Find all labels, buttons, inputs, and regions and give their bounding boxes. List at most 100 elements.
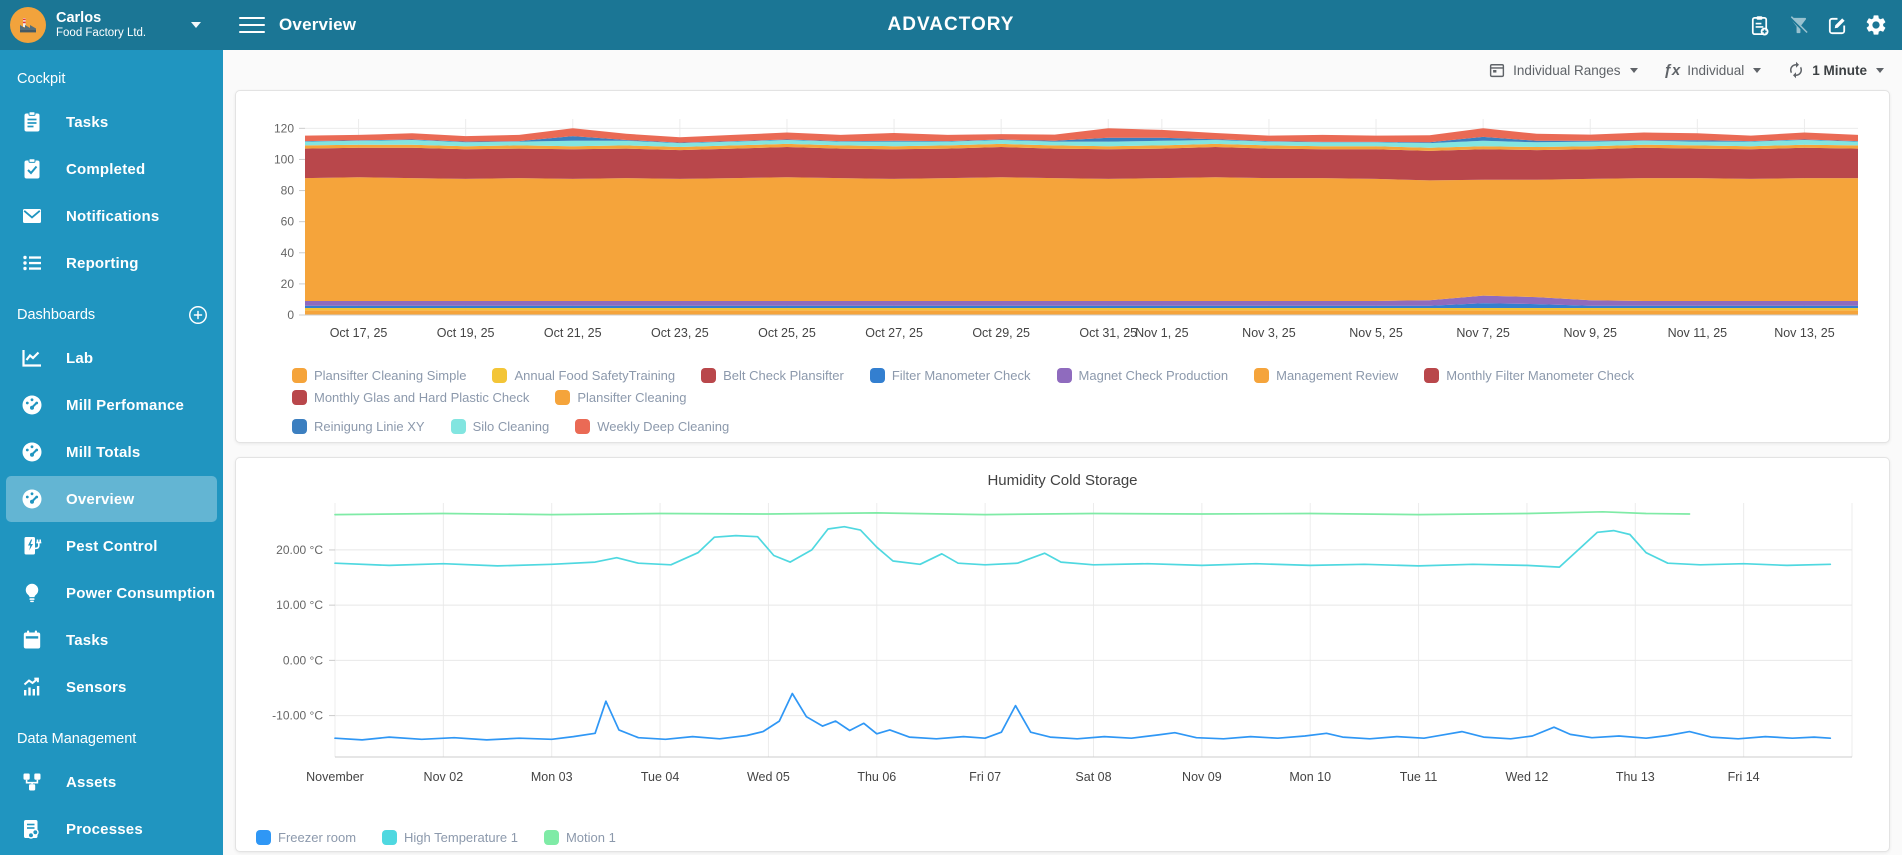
legend-swatch bbox=[1056, 368, 1072, 383]
sidebar-item-tasks[interactable]: Tasks bbox=[6, 99, 217, 145]
user-text: Carlos Food Factory Ltd. bbox=[56, 10, 146, 40]
svg-text:Nov 11, 25: Nov 11, 25 bbox=[1668, 326, 1728, 340]
stacked-area-chart[interactable]: 0 20 40 60 80 100 120 Oct 17, 25 Oct 19, 25 Oct 2… bbox=[250, 97, 1870, 359]
chart-line-icon bbox=[20, 346, 44, 370]
clipboard-list-icon bbox=[20, 110, 44, 134]
sidebar-item-label: Reporting bbox=[66, 254, 139, 272]
svg-text:Oct 19, 25: Oct 19, 25 bbox=[437, 326, 495, 340]
sidebar-item-label: Assets bbox=[66, 773, 117, 791]
legend-label: Filter Manometer Check bbox=[891, 368, 1031, 383]
legend-item-reinigung-linie-xy[interactable]: Reinigung Linie XY bbox=[292, 419, 425, 434]
envelope-icon bbox=[20, 204, 44, 228]
svg-text:Tue 11: Tue 11 bbox=[1400, 770, 1438, 784]
edit-icon[interactable] bbox=[1825, 13, 1849, 37]
legend-label: Management Review bbox=[1276, 368, 1399, 383]
gauge-icon bbox=[20, 393, 44, 417]
sidebar-item-processes[interactable]: Processes bbox=[6, 806, 217, 852]
legend-item-plansifter-cleaning[interactable]: Plansifter Cleaning bbox=[555, 390, 686, 405]
legend-item-plansifter-cleaning-simple[interactable]: Plansifter Cleaning Simple bbox=[292, 368, 466, 383]
legend-label: Silo Cleaning bbox=[472, 419, 550, 434]
settings-icon[interactable] bbox=[1864, 13, 1888, 37]
menu-icon[interactable] bbox=[239, 13, 265, 38]
range-label: Individual Ranges bbox=[1513, 62, 1621, 78]
tasks-stacked-chart-card: 0 20 40 60 80 100 120 Oct 17, 25 Oct 19, 25 Oct 2… bbox=[235, 90, 1890, 443]
svg-text:Oct 21, 25: Oct 21, 25 bbox=[544, 326, 602, 340]
svg-text:Nov 7, 25: Nov 7, 25 bbox=[1456, 326, 1510, 340]
aggregation-selector[interactable]: ƒx Individual bbox=[1664, 62, 1762, 79]
sidebar-item-reporting[interactable]: Reporting bbox=[6, 240, 217, 286]
sidebar-item-label: Processes bbox=[66, 820, 143, 838]
sidebar-item-notifications[interactable]: Notifications bbox=[6, 193, 217, 239]
avatar[interactable] bbox=[10, 7, 46, 43]
range-selector[interactable]: Individual Ranges bbox=[1488, 61, 1638, 79]
svg-text:Nov 09: Nov 09 bbox=[1182, 770, 1222, 784]
legend-item-silo-cleaning[interactable]: Silo Cleaning bbox=[450, 419, 550, 434]
svg-text:Nov 02: Nov 02 bbox=[424, 770, 464, 784]
section-title: Cockpit bbox=[17, 71, 66, 87]
legend-label: Monthly Glas and Hard Plastic Check bbox=[314, 390, 530, 405]
humidity-line-chart[interactable]: 20.00 °C 10.00 °C 0.00 °C -10.00 °C November… bbox=[250, 491, 1870, 821]
legend-label: Plansifter Cleaning bbox=[577, 390, 687, 405]
sidebar-item-power-consumption[interactable]: Power Consumption bbox=[6, 570, 217, 616]
header-actions bbox=[1747, 13, 1902, 37]
svg-text:Mon 03: Mon 03 bbox=[531, 770, 573, 784]
user-menu[interactable]: Carlos Food Factory Ltd. bbox=[0, 0, 223, 50]
sidebar-item-lab[interactable]: Lab bbox=[6, 335, 217, 381]
sidebar-item-sensors[interactable]: Sensors bbox=[6, 664, 217, 710]
add-dashboard-button[interactable] bbox=[187, 304, 209, 326]
svg-text:Wed 05: Wed 05 bbox=[747, 770, 790, 784]
sidebar-item-assets[interactable]: Assets bbox=[6, 759, 217, 805]
sidebar-item-label: Pest Control bbox=[66, 537, 158, 555]
legend-item-freezer-room[interactable]: Freezer room bbox=[256, 830, 356, 845]
humidity-chart-card: Humidity Cold Storage 20.00 °C 10.00 °C 0.… bbox=[235, 457, 1890, 852]
section-title: Dashboards bbox=[17, 307, 96, 323]
svg-text:100: 100 bbox=[274, 152, 294, 166]
legend-label: Motion 1 bbox=[565, 830, 616, 845]
legend-swatch bbox=[1254, 368, 1270, 383]
sidebar-item-pest-control[interactable]: Pest Control bbox=[6, 523, 217, 569]
processes-icon bbox=[20, 817, 44, 841]
svg-text:20.00 °C: 20.00 °C bbox=[276, 543, 323, 557]
filter-off-icon[interactable] bbox=[1786, 13, 1810, 37]
legend-swatch bbox=[292, 390, 307, 405]
chart-title: Humidity Cold Storage bbox=[987, 472, 1138, 489]
legend-item-weekly-deep-cleaning[interactable]: Weekly Deep Cleaning bbox=[575, 419, 729, 434]
add-report-icon[interactable] bbox=[1747, 13, 1771, 37]
legend-swatch bbox=[450, 419, 466, 434]
sidebar-item-mill-totals[interactable]: Mill Totals bbox=[6, 429, 217, 475]
legend-item-monthly-filter-manometer-check[interactable]: Monthly Filter Manometer Check bbox=[1424, 368, 1634, 383]
svg-text:Sat 08: Sat 08 bbox=[1075, 770, 1111, 784]
legend-item-filter-manometer-check[interactable]: Filter Manometer Check bbox=[869, 368, 1031, 383]
main-content: Individual Ranges ƒx Individual 1 Minute… bbox=[223, 50, 1902, 855]
sidebar-section-cockpit: Cockpit bbox=[0, 60, 223, 98]
legend-item-high-temperature-1[interactable]: High Temperature 1 bbox=[382, 830, 518, 845]
refresh-icon bbox=[1790, 61, 1803, 79]
legend-swatch bbox=[543, 830, 559, 845]
legend-swatch bbox=[555, 390, 571, 405]
legend-swatch bbox=[256, 830, 271, 845]
sidebar-item-label: Tasks bbox=[66, 631, 109, 649]
legend-swatch bbox=[292, 419, 307, 434]
svg-text:10.00 °C: 10.00 °C bbox=[276, 598, 323, 612]
svg-text:20: 20 bbox=[281, 277, 295, 291]
sidebar-item-label: Overview bbox=[66, 490, 135, 508]
legend-item-annual-food-safetytraining[interactable]: Annual Food SafetyTraining bbox=[492, 368, 675, 383]
legend-item-management-review[interactable]: Management Review bbox=[1254, 368, 1398, 383]
sidebar-item-mill-perfomance[interactable]: Mill Perfomance bbox=[6, 382, 217, 428]
sidebar-item-tasks[interactable]: Tasks bbox=[6, 617, 217, 663]
legend-item-monthly-glas-and-hard-plastic-check[interactable]: Monthly Glas and Hard Plastic Check bbox=[292, 390, 529, 405]
legend-item-belt-check-plansifter[interactable]: Belt Check Plansifter bbox=[701, 368, 844, 383]
sidebar-item-overview[interactable]: Overview bbox=[6, 476, 217, 522]
clipboard-check-icon bbox=[20, 157, 44, 181]
refresh-interval-selector[interactable]: 1 Minute bbox=[1787, 61, 1884, 79]
legend-item-magnet-check-production[interactable]: Magnet Check Production bbox=[1056, 368, 1228, 383]
svg-text:Oct 25, 25: Oct 25, 25 bbox=[758, 326, 816, 340]
chevron-down-icon[interactable] bbox=[191, 22, 201, 28]
legend-label: Reinigung Linie XY bbox=[314, 419, 425, 434]
format-list-icon bbox=[20, 251, 44, 275]
sidebar-item-completed[interactable]: Completed bbox=[6, 146, 217, 192]
humidity-chart-legend: Freezer room High Temperature 1 Motion 1 bbox=[256, 830, 1875, 845]
legend-item-motion-1[interactable]: Motion 1 bbox=[543, 830, 616, 845]
sidebar-section-dashboards: Dashboards bbox=[0, 296, 223, 334]
legend-label: Belt Check Plansifter bbox=[723, 368, 844, 383]
